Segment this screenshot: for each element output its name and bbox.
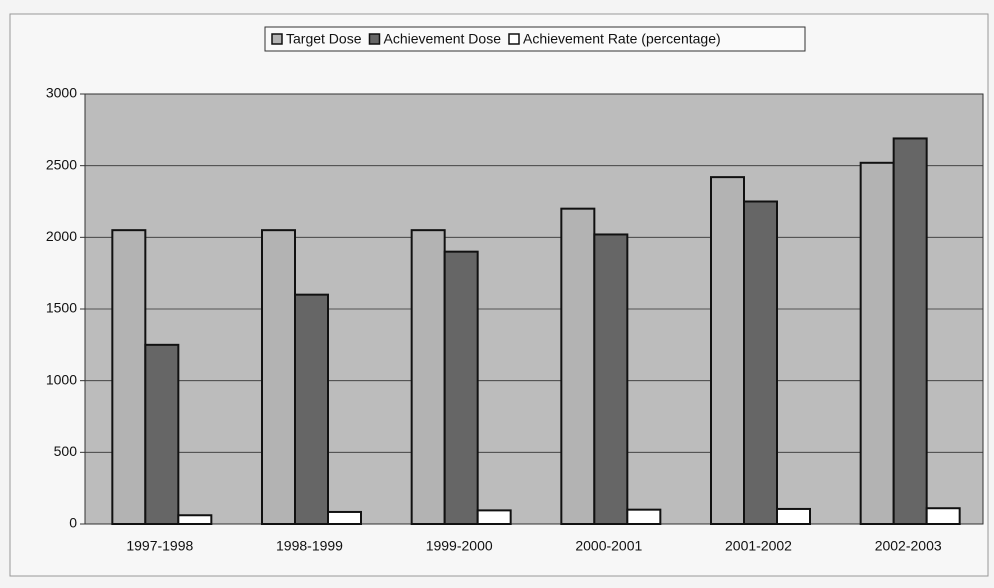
y-tick-label: 1000 — [46, 371, 77, 387]
bar — [294, 293, 329, 525]
y-tick-label: 0 — [69, 515, 77, 531]
bar — [859, 161, 895, 526]
bar — [476, 509, 512, 525]
y-tick-label: 2000 — [46, 228, 77, 244]
bar — [925, 507, 961, 526]
x-tick-label: 2001-2002 — [725, 538, 792, 554]
bar — [327, 510, 362, 525]
bar — [743, 200, 778, 525]
legend — [264, 26, 806, 52]
bar — [410, 229, 446, 526]
bar — [776, 507, 811, 526]
y-tick-label: 2500 — [46, 156, 77, 172]
bar — [710, 176, 745, 525]
y-tick-label: 1500 — [46, 300, 77, 316]
x-tick-label: 1998-1999 — [276, 538, 343, 554]
legend-swatch — [368, 33, 381, 45]
y-tick-label: 3000 — [46, 85, 77, 101]
x-tick-label: 1999-2000 — [426, 538, 493, 554]
bar — [443, 250, 479, 526]
legend-label: Target Dose — [286, 31, 362, 47]
bar — [111, 229, 147, 526]
bar — [261, 229, 296, 526]
y-tick-label: 500 — [54, 443, 78, 459]
x-tick-label: 2000-2001 — [575, 538, 642, 554]
legend-swatch — [508, 33, 520, 45]
bar — [626, 508, 662, 525]
bar — [144, 343, 180, 526]
x-tick-label: 1997-1998 — [126, 538, 193, 554]
legend-label: Achievement Rate (percentage) — [523, 31, 721, 47]
bar — [560, 207, 596, 526]
bar — [177, 514, 213, 525]
legend-swatch — [271, 33, 283, 45]
bar — [593, 233, 629, 525]
legend-label: Achievement Dose — [383, 31, 501, 47]
x-tick-label: 2002-2003 — [875, 538, 942, 554]
bar — [892, 137, 928, 526]
